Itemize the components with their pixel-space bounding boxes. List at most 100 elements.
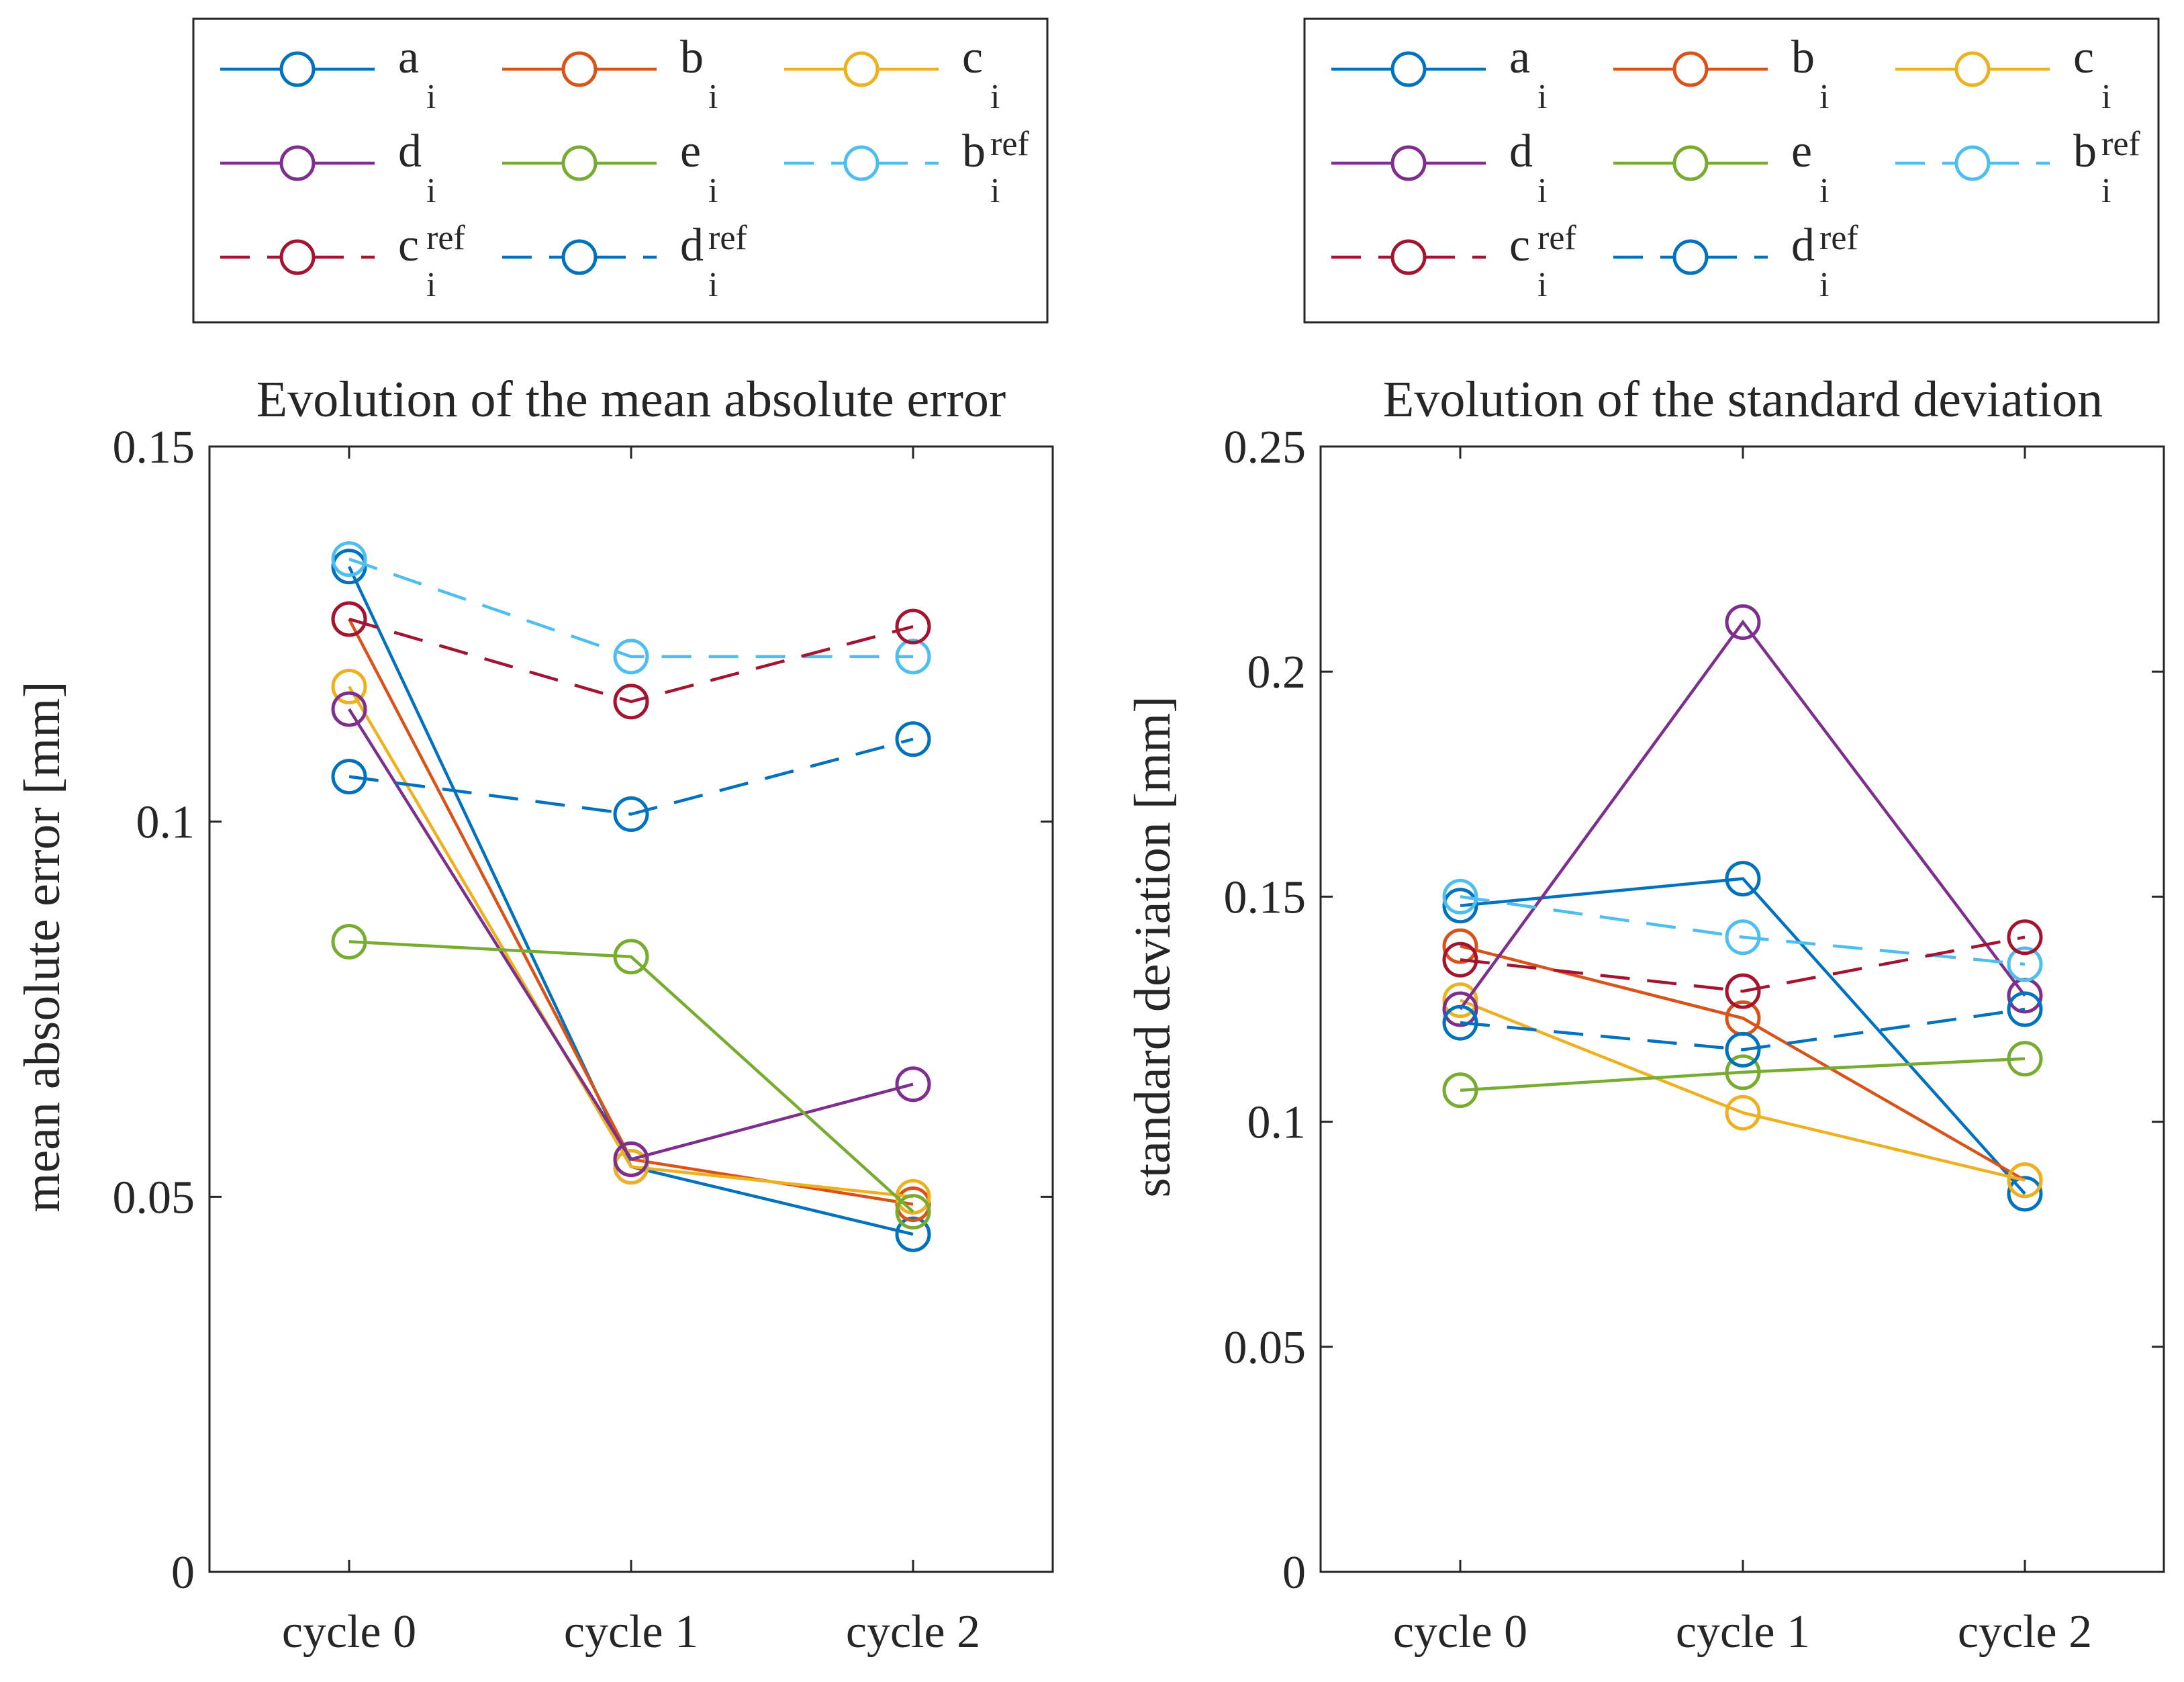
legend-label: c	[962, 32, 983, 83]
legend-item-d: di	[220, 126, 436, 210]
series-c-line	[1460, 998, 2026, 1182]
x-tick-label: cycle 1	[564, 1606, 698, 1658]
legend-label: c	[2073, 32, 2094, 83]
x-tick-label: cycle 2	[846, 1606, 980, 1658]
legend-label: a	[398, 32, 419, 83]
series-c-line	[348, 686, 914, 1199]
legend-label-subscript: i	[1537, 266, 1547, 304]
y-axis-label: mean absolute error [mm]	[14, 681, 70, 1212]
legend-item-a: ai	[220, 32, 436, 116]
legend-item-b-ref: bi ref	[1895, 125, 2140, 210]
legend-marker	[279, 51, 316, 87]
series-d-point	[331, 691, 367, 727]
series-c-ref-point	[1725, 973, 1761, 1009]
legend-label: b	[2073, 126, 2097, 177]
legend-marker	[1390, 51, 1427, 87]
series-group	[1442, 604, 2043, 1212]
series-e-point	[2007, 1041, 2043, 1077]
legend-marker	[843, 145, 880, 181]
y-tick-label: 0.1	[1247, 1097, 1307, 1149]
series-d-ref-point	[331, 759, 367, 795]
legend-marker	[561, 51, 598, 87]
legend-marker	[1672, 145, 1709, 181]
legend-marker	[1390, 145, 1427, 181]
legend-label-superscript: ref	[1537, 219, 1576, 257]
y-tick-label: 0.15	[113, 422, 195, 473]
series-c-ref-point	[613, 684, 649, 720]
y-tick-label: 0.05	[113, 1172, 195, 1223]
series-c-point	[1442, 982, 1478, 1019]
legend-item-e: ei	[502, 126, 718, 210]
legend-label-subscript: i	[708, 78, 718, 116]
y-axis: 0 0.05 0.1 0.15	[113, 422, 1053, 1599]
legend-label-subscript: i	[1537, 78, 1547, 116]
series-e-point	[331, 923, 367, 960]
series-d-point	[1442, 991, 1478, 1027]
y-tick-label: 0.05	[1224, 1322, 1307, 1374]
legend-label-subscript: i	[990, 172, 1000, 210]
y-tick-label: 0.25	[1224, 422, 1307, 473]
series-e-line	[348, 940, 914, 1213]
series-d-ref-line	[348, 737, 914, 816]
legend-label-superscript: ref	[990, 125, 1029, 163]
legend-label-subscript: i	[426, 172, 436, 210]
legend-item-c-ref: ci ref	[1331, 219, 1576, 304]
series-b-ref-point	[613, 639, 649, 675]
legend-label-subscript: i	[1819, 266, 1829, 304]
legend-marker	[561, 239, 598, 275]
series-d-ref-point	[895, 721, 931, 757]
series-c-ref-line	[348, 617, 914, 704]
series-d-ref-point	[2007, 991, 2043, 1027]
series-b-ref-line	[348, 557, 913, 659]
x-tick-label: cycle 0	[282, 1606, 416, 1658]
legend-label-subscript: i	[990, 78, 1000, 116]
legend-label: e	[1791, 126, 1812, 177]
legend-label-subscript: i	[1537, 172, 1547, 210]
series-d-point	[1725, 604, 1761, 640]
legend-label: b	[962, 126, 986, 177]
legend-label: d	[1791, 220, 1815, 271]
legend-marker	[279, 239, 316, 275]
legend-item-d: di	[1331, 126, 1547, 210]
legend-label-subscript: i	[426, 266, 436, 304]
legend-label-superscript: ref	[426, 219, 465, 257]
legend-label: a	[1509, 32, 1530, 83]
y-tick-label: 0.1	[136, 797, 195, 849]
legend-marker	[279, 145, 316, 181]
series-d-line	[1459, 619, 2026, 1011]
series-a-point	[1442, 888, 1478, 924]
series-e-point	[1725, 1054, 1761, 1090]
series-c-ref-point	[2007, 919, 2043, 955]
series-b-ref-point	[1442, 878, 1478, 915]
legend-item-b-ref: bi ref	[784, 125, 1029, 210]
legend-marker	[1954, 145, 1991, 181]
x-axis: cycle 0 cycle 1 cycle 2	[282, 447, 980, 1658]
legend-label: c	[1509, 220, 1530, 271]
series-c-point	[2007, 1162, 2043, 1199]
y-tick-label: 0	[171, 1547, 195, 1599]
y-axis: 0 0.05 0.1 0.15 0.2 0.25	[1224, 422, 2164, 1599]
legend-marker	[843, 51, 880, 87]
series-a-point	[895, 1216, 931, 1252]
legend-label-subscript: i	[708, 172, 718, 210]
legend-label-superscript: ref	[708, 219, 747, 257]
series-b-ref-point	[1725, 919, 1761, 955]
legend-item-b: bi	[1613, 32, 1829, 116]
series-a-point	[1725, 861, 1761, 897]
x-tick-label: cycle 0	[1393, 1606, 1527, 1658]
series-c-ref-line	[1460, 935, 2026, 993]
legend-label-subscript: i	[1819, 78, 1829, 116]
series-d-point	[613, 1141, 649, 1177]
legend-marker	[1672, 51, 1709, 87]
legend-label: e	[680, 126, 701, 177]
series-d-ref-point	[613, 796, 649, 832]
series-d-point	[895, 1066, 931, 1103]
x-tick-label: cycle 2	[1958, 1606, 2092, 1658]
legend-marker	[1672, 239, 1709, 275]
series-a-line	[1460, 877, 2026, 1195]
legend-item-d-ref: di ref	[1613, 219, 1858, 304]
legend-marker	[561, 145, 598, 181]
